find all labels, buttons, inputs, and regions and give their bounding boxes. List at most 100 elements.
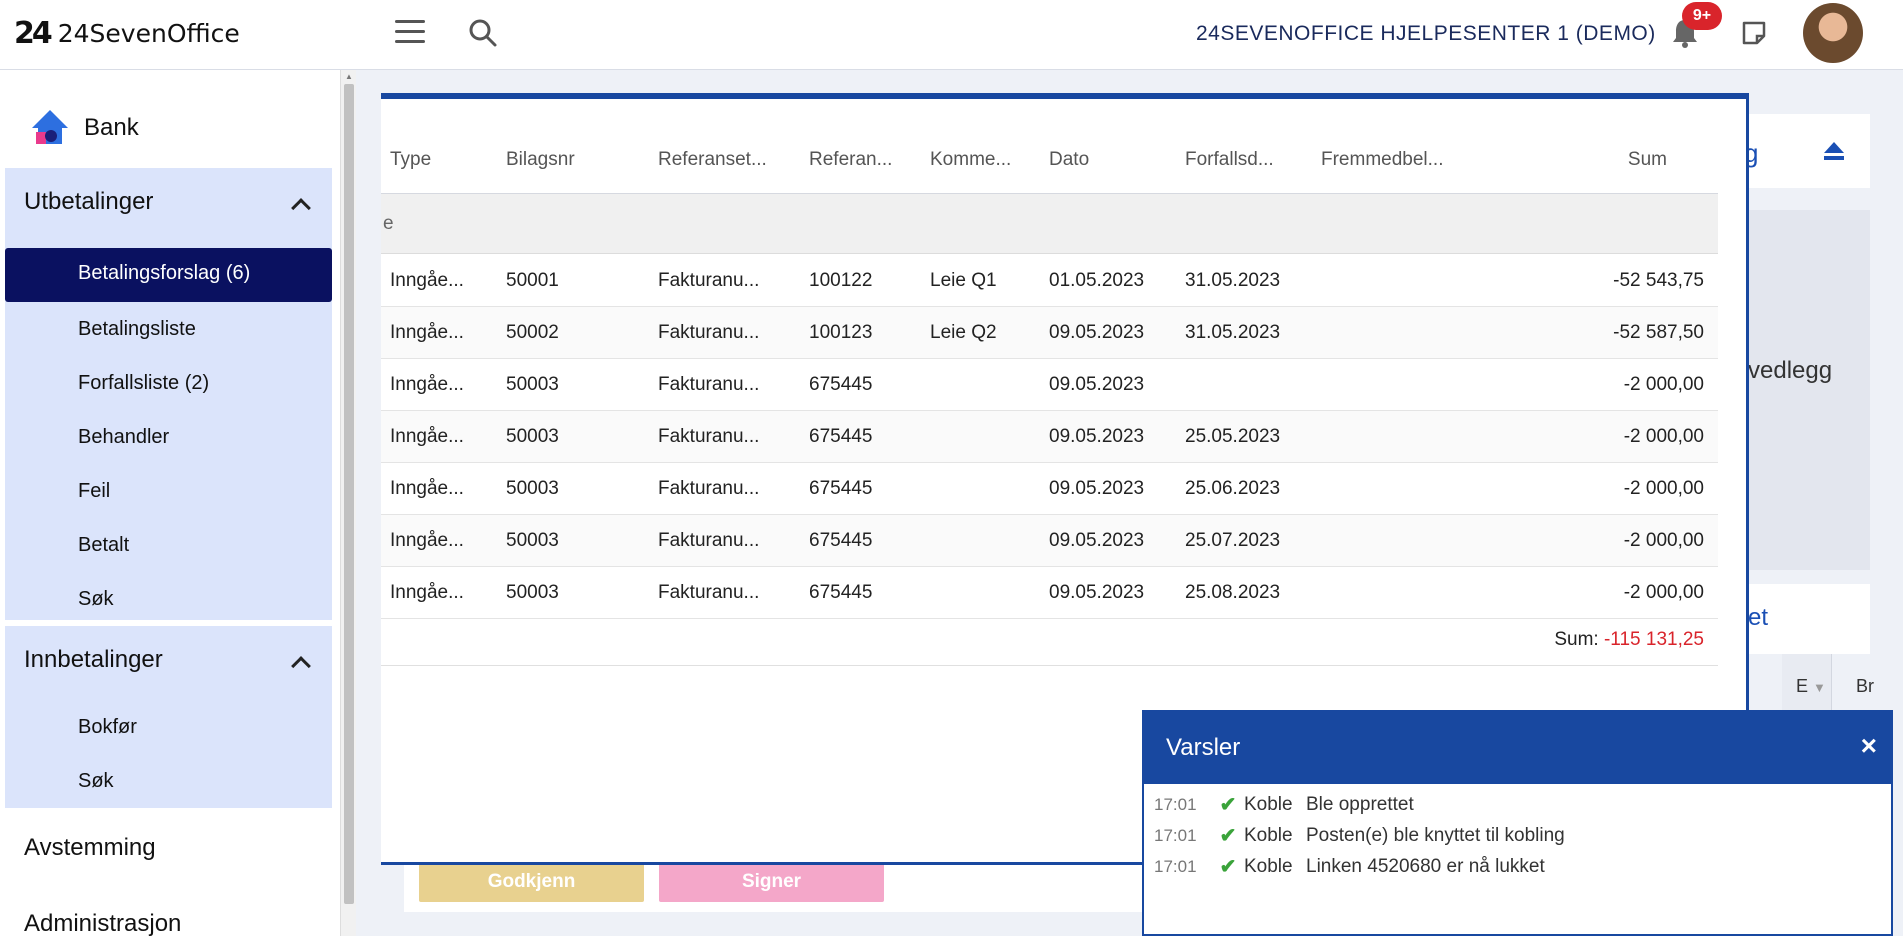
menu-icon[interactable] — [395, 20, 425, 46]
notification-time: 17:01 — [1154, 794, 1197, 814]
cell-forfallsdato: 25.06.2023 — [1185, 478, 1281, 499]
notification-badge: 9+ — [1682, 2, 1722, 30]
collapse-icon[interactable] — [1822, 140, 1846, 162]
cell-dato: 09.05.2023 — [1049, 426, 1145, 447]
chevron-up-icon[interactable] — [291, 656, 311, 676]
cell-bilagsnr: 50003 — [506, 478, 559, 499]
nav-group-title-innbetalinger[interactable]: Innbetalinger — [24, 646, 163, 673]
column-header-referansetype[interactable]: Referanset... — [658, 149, 767, 170]
sidebar-item-sok-utbetalinger[interactable]: Søk — [78, 588, 114, 610]
column-header-bilagsnr[interactable]: Bilagsnr — [506, 149, 575, 170]
sidebar-item-betalingsliste[interactable]: Betalingsliste — [78, 318, 196, 340]
cell-bilagsnr: 50003 — [506, 374, 559, 395]
cell-referanse: 100123 — [809, 322, 873, 343]
cell-referanse: 675445 — [809, 478, 873, 499]
cell-bilagsnr: 50003 — [506, 530, 559, 551]
cell-sum: -52 543,75 — [1613, 270, 1704, 291]
cell-type: Inngåe... — [390, 530, 464, 551]
background-link-fragment[interactable]: et — [1748, 604, 1769, 631]
close-icon[interactable]: × — [1860, 730, 1877, 761]
cell-sum: -2 000,00 — [1623, 582, 1704, 603]
nav-group-title-utbetalinger[interactable]: Utbetalinger — [24, 188, 154, 215]
background-column-header[interactable] — [1782, 654, 1832, 720]
cell-referansetype: Fakturanu... — [658, 270, 760, 291]
notification-message: Linken 4520680 er nå lukket — [1306, 855, 1545, 877]
cell-forfallsdato: 25.05.2023 — [1185, 426, 1281, 447]
total-value: -115 131,25 — [1603, 629, 1704, 650]
table-row[interactable]: Inngåe... 50003 Fakturanu... 675445 09.05.20… — [381, 515, 1718, 567]
notifications-panel: Varsler × 17:01 ✔ Koble Ble opprettet 17:01 ✔… — [1142, 710, 1893, 936]
header-divider — [381, 193, 1718, 194]
app-logo[interactable]: 24 24SevenOffice — [14, 16, 240, 51]
cell-type: Inngåe... — [390, 374, 464, 395]
notification-time: 17:01 — [1154, 825, 1197, 845]
table-row[interactable]: Inngåe... 50001 Fakturanu... 100122 Leie Q1 0… — [381, 255, 1718, 307]
cell-referanse: 675445 — [809, 374, 873, 395]
scrollbar-thumb[interactable] — [344, 84, 354, 904]
cell-referansetype: Fakturanu... — [658, 582, 760, 603]
table-total: Sum: -115 131,25 — [1554, 629, 1704, 651]
sidebar-item-sok-innbetalinger[interactable]: Søk — [78, 770, 114, 792]
cell-forfallsdato: 25.07.2023 — [1185, 530, 1281, 551]
sidebar-item-behandler[interactable]: Behandler — [78, 426, 170, 448]
cell-forfallsdato: 31.05.2023 — [1185, 270, 1281, 291]
cell-bilagsnr: 50003 — [506, 426, 559, 447]
avatar[interactable] — [1803, 3, 1863, 63]
cell-dato: 09.05.2023 — [1049, 478, 1145, 499]
sidebar-item-forfallsliste[interactable]: Forfallsliste (2) — [78, 372, 210, 394]
chevron-up-icon[interactable] — [291, 198, 311, 218]
table-row[interactable]: Inngåe... 50003 Fakturanu... 675445 09.05.20… — [381, 463, 1718, 515]
cell-bilagsnr: 50002 — [506, 322, 559, 343]
bank-icon — [32, 110, 68, 144]
sign-button[interactable]: Signer — [659, 862, 884, 902]
sidebar-item-betalingsforslag[interactable]: Betalingsforslag (6) — [5, 248, 332, 302]
column-header-fremmedbelop[interactable]: Fremmedbel... — [1321, 149, 1444, 170]
note-icon[interactable] — [1740, 19, 1768, 47]
cell-sum: -2 000,00 — [1623, 530, 1704, 551]
group-label: e — [383, 213, 394, 234]
notification-time: 17:01 — [1154, 856, 1197, 876]
check-icon: ✔ — [1219, 794, 1237, 816]
sort-down-icon[interactable]: ▼ — [1813, 680, 1826, 695]
sidebar-item-betalt[interactable]: Betalt — [78, 534, 130, 556]
cell-referanse: 675445 — [809, 582, 873, 603]
page-title: Bank — [84, 114, 139, 141]
company-name[interactable]: 24SEVENOFFICE HJELPESENTER 1 (DEMO) — [1196, 22, 1656, 45]
group-row[interactable]: e — [381, 194, 1718, 254]
approve-button[interactable]: Godkjenn — [419, 862, 644, 902]
column-header-type[interactable]: Type — [390, 149, 432, 170]
cell-type: Inngåe... — [390, 270, 464, 291]
column-header-kommentar[interactable]: Komme... — [930, 149, 1012, 170]
cell-referanse: 675445 — [809, 426, 873, 447]
cell-sum: -52 587,50 — [1613, 322, 1704, 343]
scroll-up-arrow-icon[interactable]: ▲ — [345, 72, 353, 81]
column-header-referanse[interactable]: Referan... — [809, 149, 893, 170]
table-row[interactable]: Inngåe... 50003 Fakturanu... 675445 09.05.20… — [381, 359, 1718, 411]
sidebar-item-administrasjon[interactable]: Administrasjon — [24, 910, 182, 936]
column-header-sum[interactable]: Sum — [1627, 149, 1667, 170]
cell-referansetype: Fakturanu... — [658, 478, 760, 499]
cell-dato: 09.05.2023 — [1049, 322, 1145, 343]
column-header-forfallsdato[interactable]: Forfallsd... — [1185, 149, 1274, 170]
notification-item: 17:01 ✔ Koble Linken 4520680 er nå lukket — [1154, 854, 1545, 879]
nav-group-innbetalinger: Innbetalinger — [5, 626, 332, 808]
table-row[interactable]: Inngåe... 50003 Fakturanu... 675445 09.05.20… — [381, 411, 1718, 463]
check-icon: ✔ — [1219, 825, 1237, 847]
top-bar: 24 24SevenOffice 24SEVENOFFICE HJELPESEN… — [0, 0, 1903, 70]
table-row[interactable]: Inngåe... 50003 Fakturanu... 675445 09.05.20… — [381, 567, 1718, 619]
column-header-dato[interactable]: Dato — [1049, 149, 1090, 170]
cell-bilagsnr: 50003 — [506, 582, 559, 603]
table-row[interactable]: Inngåe... 50002 Fakturanu... 100123 Leie Q2 0… — [381, 307, 1718, 359]
sidebar-item-bokfor[interactable]: Bokfør — [78, 716, 137, 738]
sidebar-item-avstemming[interactable]: Avstemming — [24, 834, 156, 861]
cell-dato: 09.05.2023 — [1049, 582, 1145, 603]
cell-bilagsnr: 50001 — [506, 270, 559, 291]
sidebar-item-feil[interactable]: Feil — [78, 480, 111, 502]
cell-sum: -2 000,00 — [1623, 374, 1704, 395]
divider — [381, 665, 1718, 666]
sidebar-scrollbar[interactable]: ▲ — [340, 70, 356, 936]
notifications-header: Varsler × — [1144, 712, 1891, 784]
logo-text: 24SevenOffice — [57, 19, 240, 48]
cell-sum: -2 000,00 — [1623, 426, 1704, 447]
search-icon[interactable] — [468, 18, 498, 48]
